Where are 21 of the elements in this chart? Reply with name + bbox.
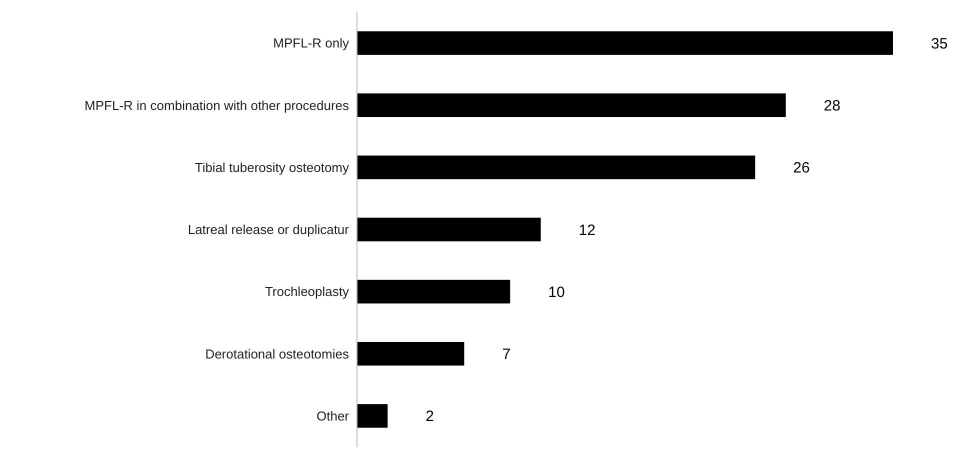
bar: [357, 342, 464, 366]
data-label: 35: [931, 35, 948, 52]
y-tick-label: Derotational osteotomies: [205, 346, 350, 362]
data-label: 12: [578, 222, 596, 239]
y-tick-label: MPFL-R only: [273, 36, 350, 51]
data-label: 26: [793, 160, 810, 177]
bar: [357, 93, 786, 118]
y-tick-label: Tibial tuberosity osteotomy: [194, 160, 350, 175]
bar: [357, 404, 388, 428]
bar: [357, 218, 541, 242]
data-label: 10: [548, 284, 565, 301]
y-tick-label: Other: [316, 408, 350, 424]
bar: [357, 156, 756, 180]
bar: [357, 280, 510, 304]
bar: [357, 31, 893, 55]
data-label: 28: [824, 97, 840, 114]
y-tick-label: Latreal release or duplicatur: [188, 222, 350, 238]
y-tick-label: MPFL-R in combination with other procedures: [84, 98, 350, 113]
data-label: 7: [502, 346, 511, 364]
data-label: 2: [426, 408, 434, 426]
y-tick-label: Trochleoplasty: [264, 284, 350, 300]
